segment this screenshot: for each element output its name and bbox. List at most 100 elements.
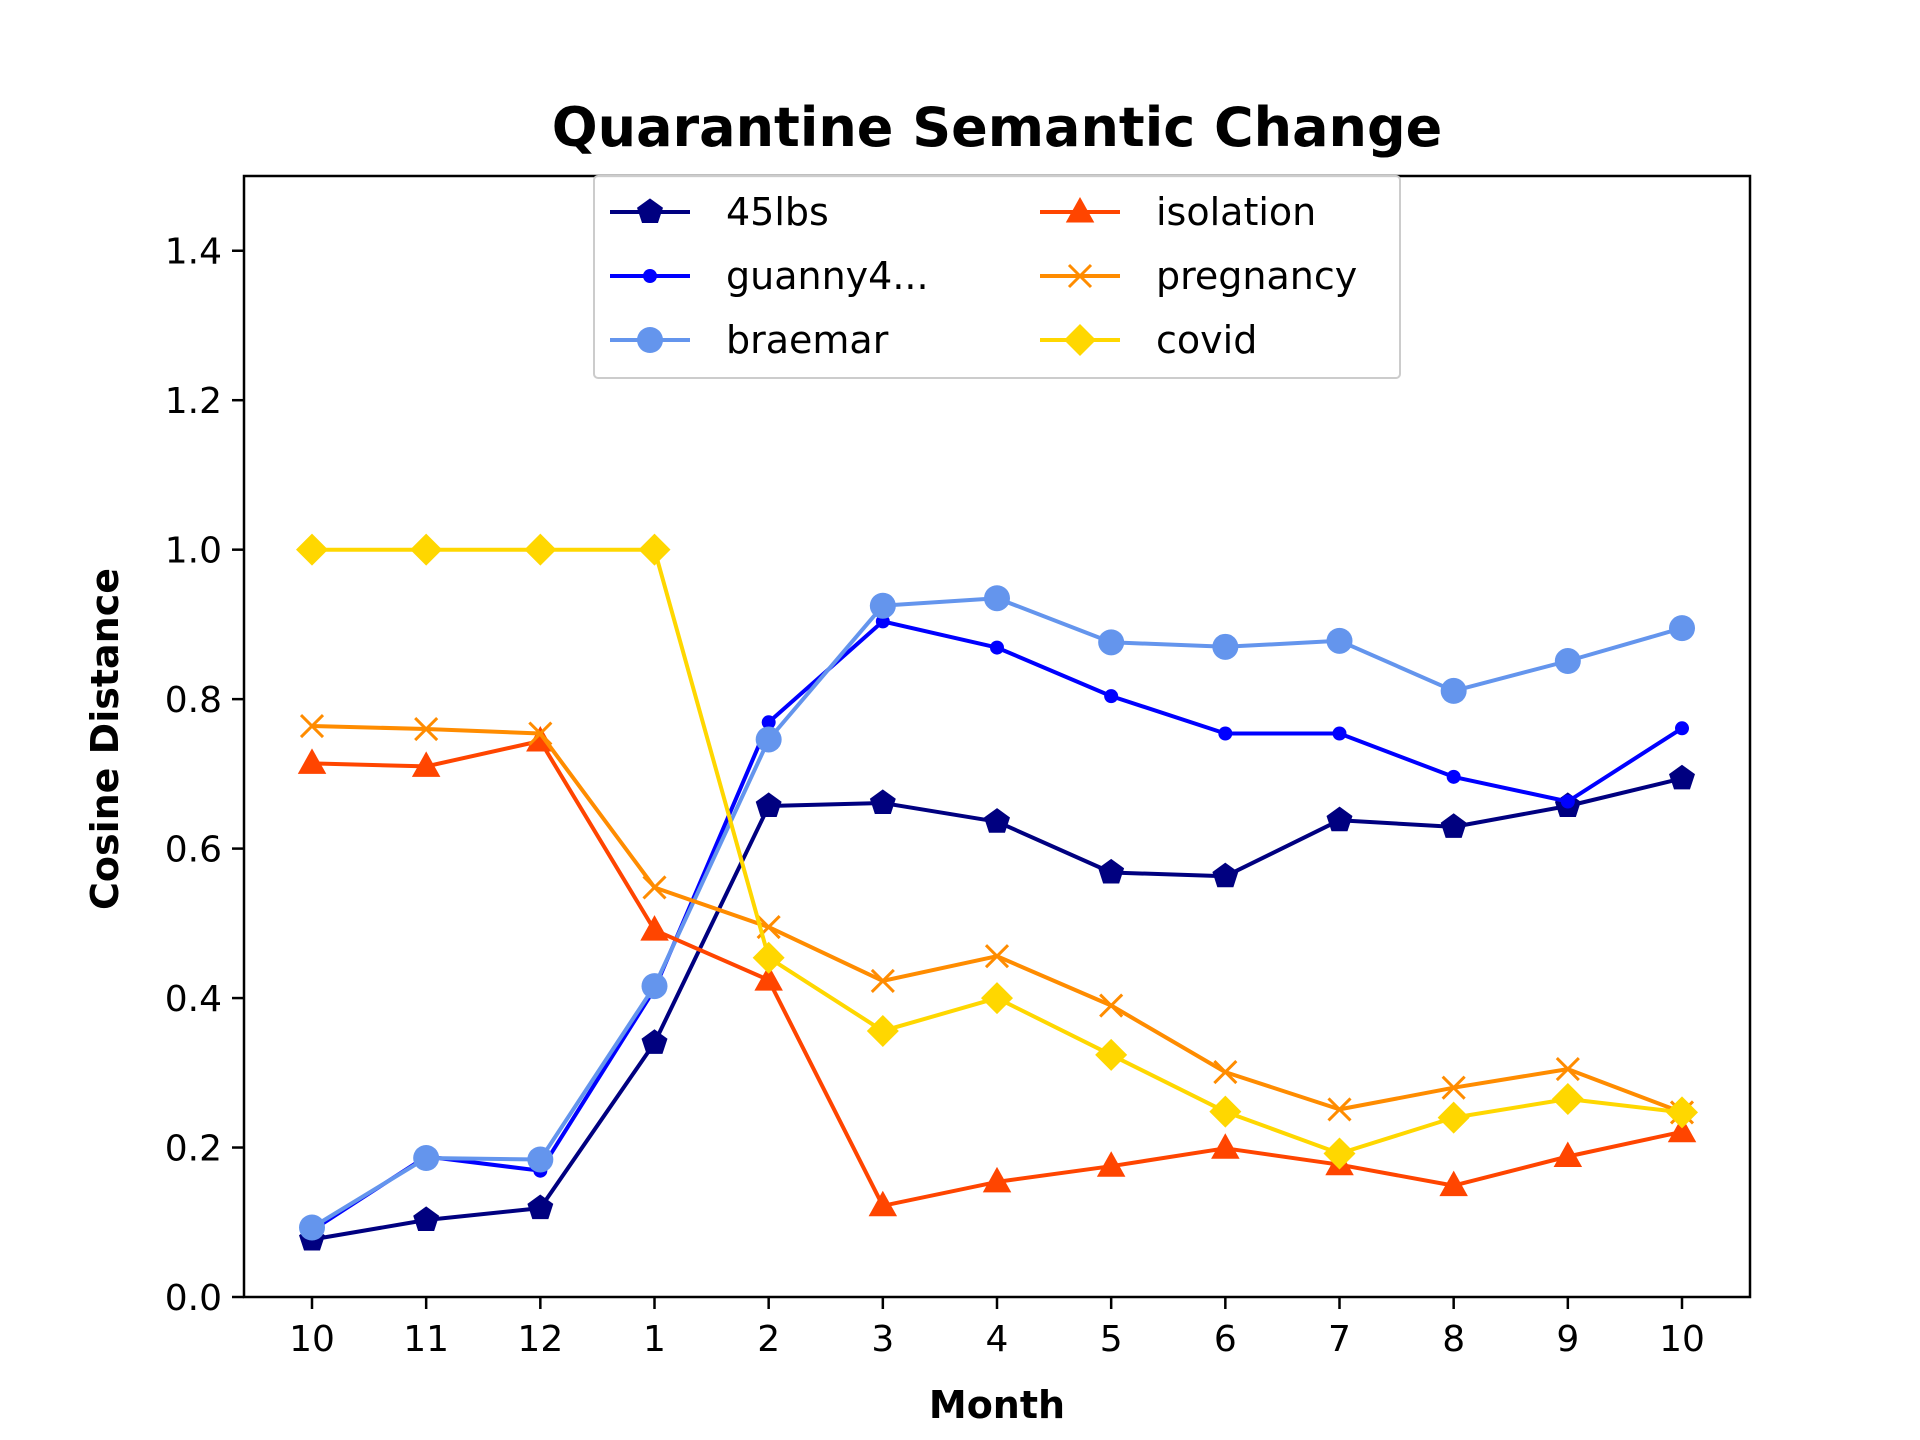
data-point [410, 533, 443, 566]
data-point [1213, 1059, 1238, 1085]
data-point [1675, 721, 1689, 736]
data-point [640, 915, 669, 941]
legend-item: 45lbs [610, 190, 829, 234]
legend-box [593, 175, 1401, 379]
data-point [984, 808, 1010, 833]
data-point [1209, 1095, 1242, 1128]
data-point [414, 716, 439, 742]
data-point [754, 965, 783, 991]
y-tick-label: 1.0 [165, 531, 222, 572]
data-point [299, 713, 325, 739]
data-point [524, 533, 557, 566]
data-point [1437, 1101, 1470, 1134]
series-5 [296, 533, 1698, 1170]
data-point [1323, 1137, 1356, 1170]
data-point [869, 789, 896, 814]
x-axis-label: Month [929, 1383, 1065, 1427]
data-point [296, 533, 328, 566]
data-point [755, 792, 782, 817]
legend-label: guanny4... [726, 254, 929, 298]
y-tick-label: 0.4 [165, 979, 222, 1020]
data-point [1218, 726, 1233, 741]
data-point [868, 1190, 898, 1217]
x-tick-label: 2 [757, 1319, 780, 1360]
data-point [528, 721, 553, 746]
data-point [982, 1166, 1012, 1193]
data-point [1446, 769, 1461, 784]
legend-label: covid [1156, 318, 1257, 362]
legend-label: pregnancy [1156, 254, 1357, 298]
data-point [638, 533, 671, 566]
legend-item: isolation [1040, 190, 1316, 234]
legend-label: 45lbs [726, 190, 829, 234]
x-tick-label: 12 [517, 1319, 563, 1360]
y-tick-label: 0.0 [165, 1278, 222, 1319]
legend-item: covid [1040, 318, 1257, 362]
data-point [1440, 677, 1467, 704]
data-point [297, 748, 327, 774]
data-point [1551, 1082, 1584, 1115]
data-point [1554, 648, 1581, 675]
series-line [310, 596, 1683, 1230]
legend-item: pregnancy [1040, 254, 1357, 298]
data-point [869, 592, 896, 619]
data-point [1666, 1096, 1698, 1129]
legend: 45lbs guanny4... braemar isolation pregnancy… [593, 175, 1401, 379]
y-tick-label: 0.8 [165, 680, 222, 721]
series-2 [299, 585, 1695, 1241]
x-tick-label: 1 [643, 1319, 666, 1360]
data-point [1326, 806, 1353, 832]
y-tick-label: 0.6 [165, 830, 222, 871]
data-point [527, 1194, 554, 1220]
data-point [641, 1029, 668, 1054]
data-point [1327, 1097, 1352, 1122]
data-point [1098, 858, 1125, 884]
legend-marker [637, 327, 663, 353]
legend-item: guanny4... [610, 254, 929, 298]
series-4 [299, 713, 1695, 1125]
legend-marker [1065, 197, 1095, 223]
legend-marker [637, 198, 663, 223]
series-line [311, 724, 1683, 1115]
y-tick-label: 0.2 [165, 1129, 222, 1170]
data-point [761, 715, 776, 730]
series-3 [297, 726, 1697, 1217]
data-point [1441, 1075, 1466, 1100]
data-point [413, 1144, 440, 1171]
data-point [642, 875, 667, 900]
data-point [1669, 764, 1695, 790]
data-point [1104, 689, 1119, 704]
x-tick-label: 6 [1214, 1319, 1237, 1360]
data-point [866, 1014, 899, 1047]
data-point [1439, 1170, 1468, 1197]
x-tick-label: 4 [986, 1319, 1009, 1360]
data-point [1098, 629, 1125, 656]
series-line [312, 547, 1683, 1156]
data-point [752, 941, 785, 974]
data-point [1332, 726, 1347, 741]
x-tick-label: 11 [403, 1319, 449, 1360]
data-point [870, 968, 895, 993]
x-tick-label: 3 [871, 1319, 894, 1360]
series-1 [305, 614, 1689, 1238]
chart-title: Quarantine Semantic Change [552, 96, 1443, 159]
x-tick-label: 9 [1556, 1319, 1579, 1360]
data-point [413, 1206, 440, 1231]
data-point [411, 751, 441, 777]
data-point [527, 1146, 554, 1173]
data-point [1560, 794, 1575, 809]
y-tick-label: 1.2 [165, 381, 222, 422]
data-point [984, 944, 1010, 969]
data-point [1669, 615, 1695, 642]
data-point [1212, 862, 1239, 888]
legend-marker [1067, 263, 1093, 289]
legend-item: braemar [610, 318, 889, 362]
x-tick-label: 7 [1328, 1319, 1351, 1360]
data-point [1555, 1056, 1580, 1082]
data-point [1440, 813, 1467, 838]
y-axis-label: Cosine Distance [83, 568, 127, 910]
data-point [641, 973, 668, 1000]
y-tick-label: 1.4 [165, 232, 222, 273]
legend-marker [1064, 324, 1096, 356]
